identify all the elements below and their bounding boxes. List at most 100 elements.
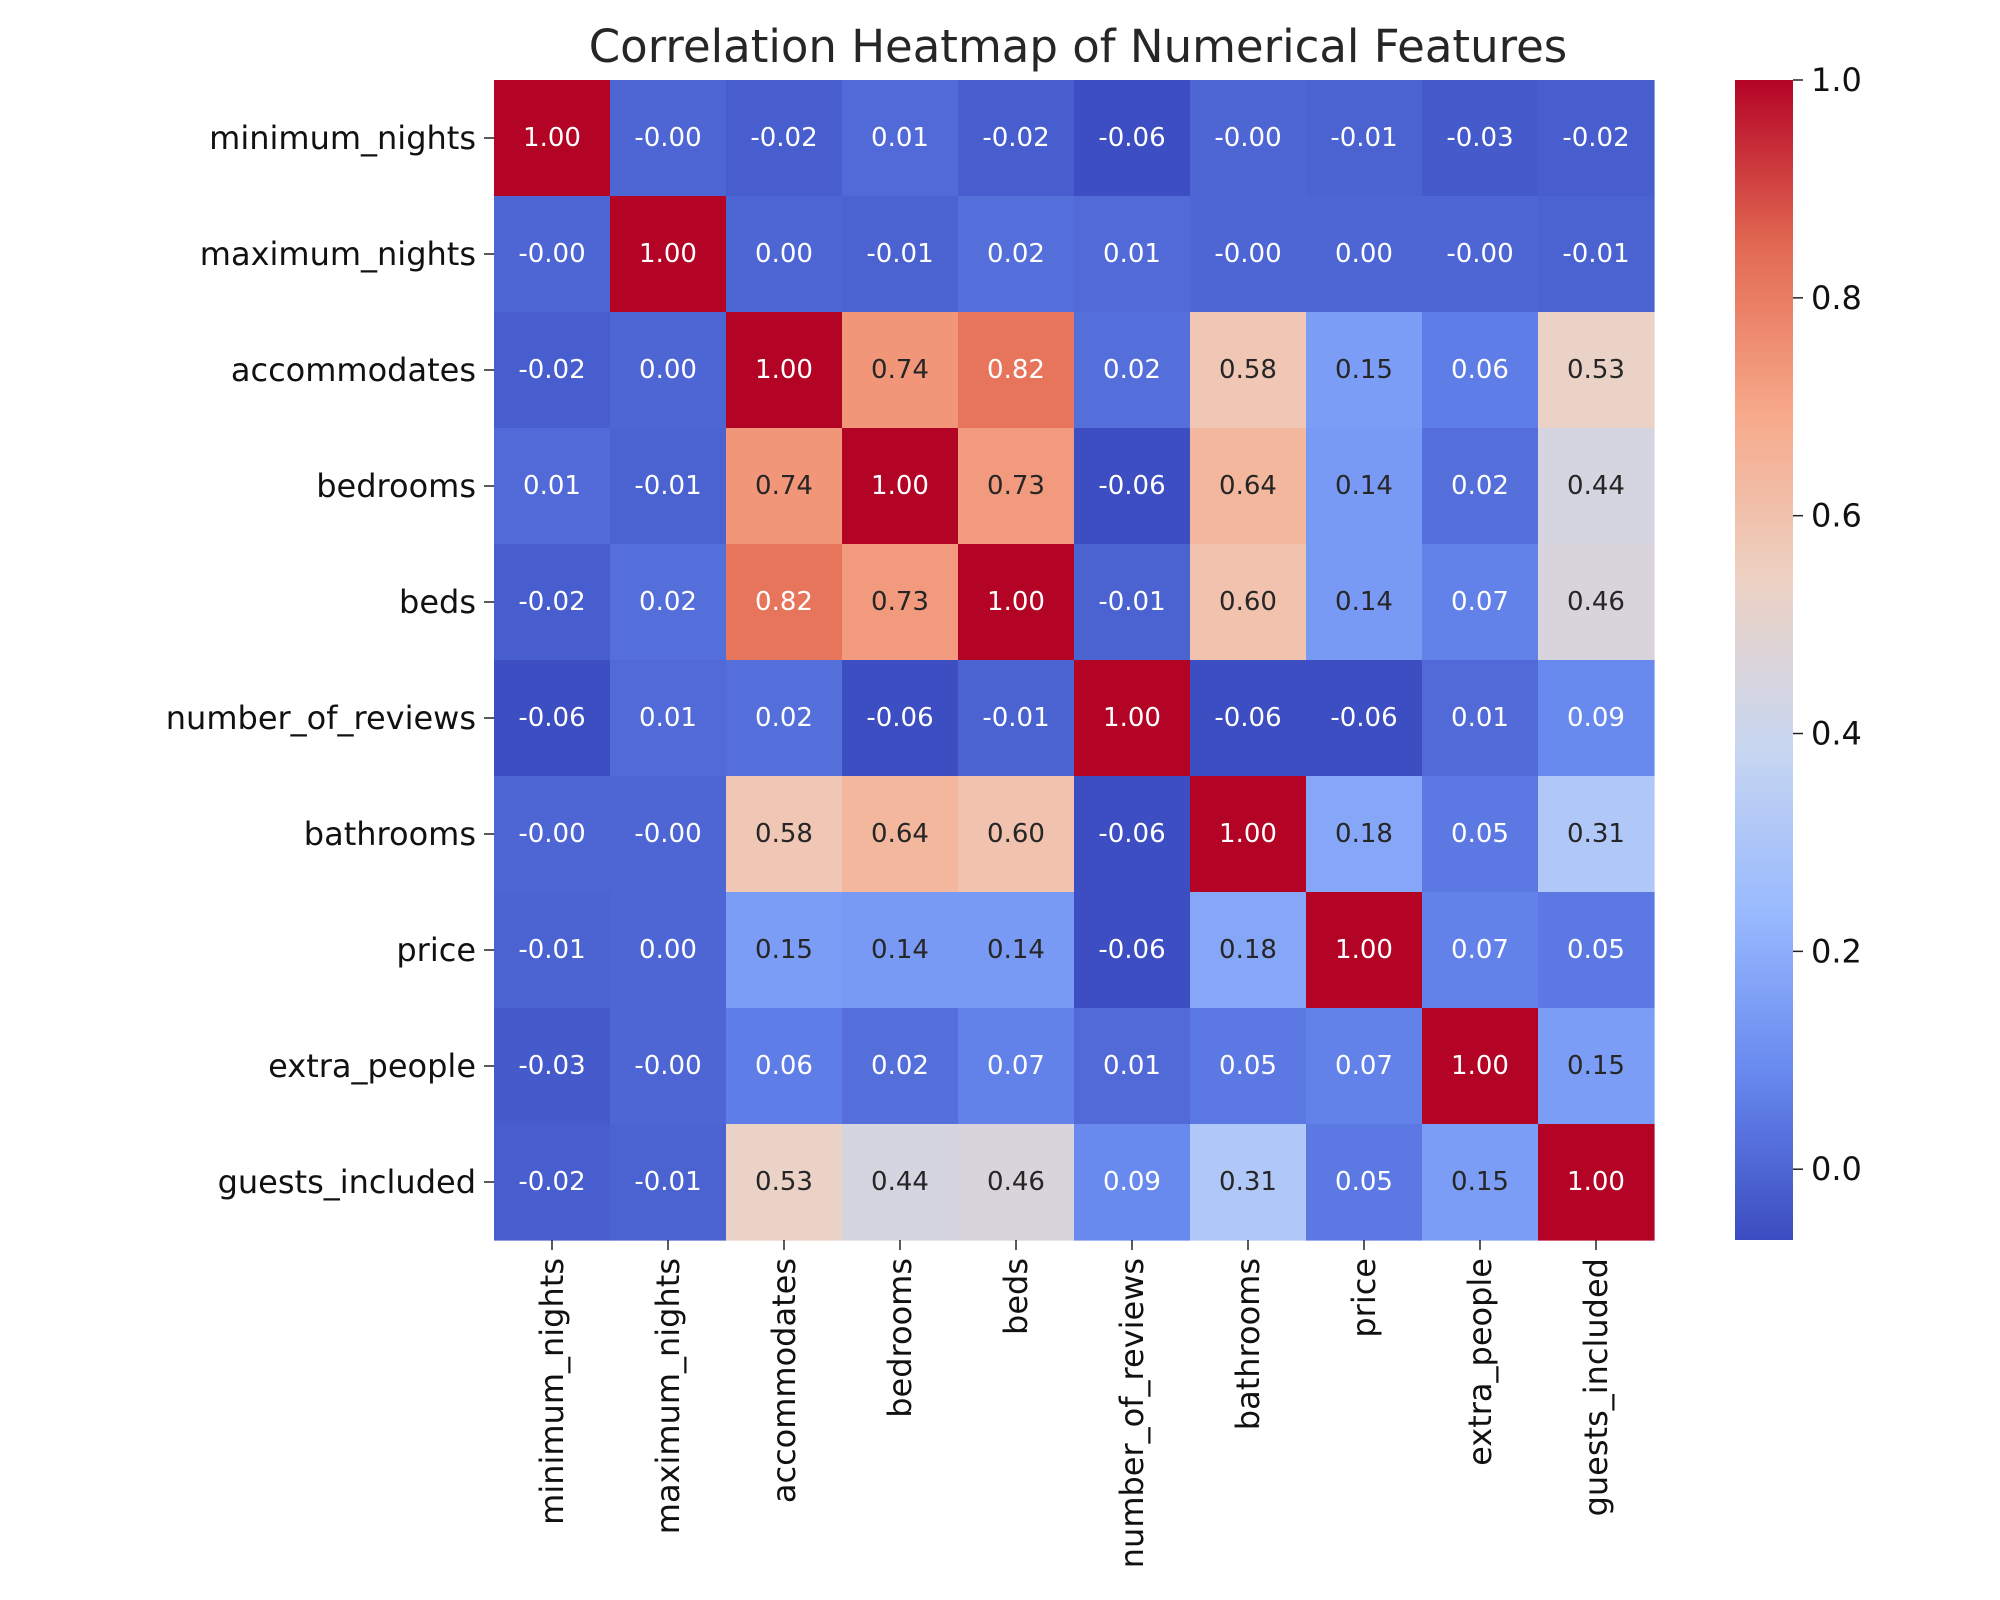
heatmap-cell	[1538, 1008, 1655, 1125]
heatmap-cell	[958, 892, 1075, 1009]
cell-value-label: 0.09	[1103, 1167, 1161, 1197]
heatmap-cell	[1538, 776, 1655, 893]
heatmap-cell	[1190, 428, 1307, 545]
cell-value-label: -0.06	[1098, 123, 1165, 153]
cell-value-label: 0.02	[1451, 471, 1509, 501]
heatmap-cell	[842, 312, 959, 429]
x-tick-label: bathrooms	[1229, 1258, 1267, 1430]
heatmap-cell	[1538, 312, 1655, 429]
colorbar: 0.0 0.2 0.4 0.6 0.8 1.0	[1735, 61, 1862, 1240]
cell-value-label: 0.14	[1335, 587, 1393, 617]
cell-value-label: -0.01	[1330, 123, 1397, 153]
cell-value-label: 0.14	[987, 935, 1045, 965]
heatmap-cell	[1190, 1008, 1307, 1125]
cell-value-label: 0.00	[755, 239, 813, 269]
cell-value-label: 0.18	[1219, 935, 1277, 965]
cell-value-label: -0.01	[1562, 239, 1629, 269]
cell-value-label: 0.31	[1567, 819, 1625, 849]
cell-value-label: -0.00	[634, 123, 701, 153]
heatmap-cell	[1538, 1124, 1655, 1241]
heatmap-cell	[1306, 428, 1423, 545]
heatmap-cell	[1306, 660, 1423, 777]
heatmap-cell	[958, 196, 1075, 313]
cell-value-label: 0.73	[871, 587, 929, 617]
colorbar-tick-label: 0.2	[1811, 932, 1862, 970]
cell-value-label: -0.06	[866, 703, 933, 733]
cell-value-label: -0.00	[518, 819, 585, 849]
cell-value-label: 0.15	[1451, 1167, 1509, 1197]
cell-value-label: 0.44	[871, 1167, 929, 1197]
heatmap-cell	[1422, 428, 1539, 545]
heatmap-cell	[1190, 1124, 1307, 1241]
cell-value-label: -0.06	[1214, 703, 1281, 733]
cell-value-label: 0.14	[871, 935, 929, 965]
heatmap-cell	[1306, 1124, 1423, 1241]
heatmap-cell	[1306, 776, 1423, 893]
x-tick-label: maximum_nights	[649, 1258, 687, 1534]
heatmap-cell	[1422, 80, 1539, 197]
heatmap-cell	[1422, 544, 1539, 661]
cell-value-label: 0.06	[1451, 355, 1509, 385]
cell-value-label: -0.02	[982, 123, 1049, 153]
heatmap-cell	[958, 776, 1075, 893]
cell-value-label: 0.05	[1335, 1167, 1393, 1197]
heatmap-cell	[1422, 660, 1539, 777]
heatmap-cell	[1306, 1008, 1423, 1125]
heatmap-cell	[610, 80, 727, 197]
cell-value-label: 1.00	[1219, 819, 1277, 849]
heatmap-cell	[494, 660, 611, 777]
heatmap-cell	[1422, 196, 1539, 313]
heatmap-cell	[958, 80, 1075, 197]
heatmap-cell	[1190, 312, 1307, 429]
cell-value-label: 0.07	[1451, 587, 1509, 617]
heatmap-cell	[1306, 312, 1423, 429]
cell-value-label: -0.06	[1098, 471, 1165, 501]
heatmap-cell	[726, 1124, 843, 1241]
heatmap-cell	[842, 196, 959, 313]
heatmap-cell	[726, 196, 843, 313]
heatmap-cell	[494, 312, 611, 429]
colorbar-tick-label: 0.4	[1811, 715, 1862, 753]
heatmap-cell	[1190, 892, 1307, 1009]
y-tick-label: bedrooms	[316, 467, 476, 505]
heatmap-cell	[842, 892, 959, 1009]
cell-value-label: 0.64	[871, 819, 929, 849]
heatmap-cell	[958, 1124, 1075, 1241]
cell-value-label: 0.00	[1335, 239, 1393, 269]
cell-value-label: 0.02	[987, 239, 1045, 269]
cell-value-label: 0.31	[1219, 1167, 1277, 1197]
cell-value-label: 0.07	[987, 1051, 1045, 1081]
cell-value-label: -0.00	[634, 1051, 701, 1081]
cell-value-label: -0.00	[634, 819, 701, 849]
heatmap-cell	[842, 80, 959, 197]
cell-value-label: 0.18	[1335, 819, 1393, 849]
cell-value-label: 0.07	[1451, 935, 1509, 965]
heatmap-cell	[842, 1124, 959, 1241]
heatmap-cell	[610, 1124, 727, 1241]
cell-value-label: 1.00	[1335, 935, 1393, 965]
heatmap-cell	[726, 660, 843, 777]
heatmap-cell	[726, 80, 843, 197]
heatmap-cell	[842, 428, 959, 545]
cell-value-label: 0.00	[639, 935, 697, 965]
x-tick-label: beds	[997, 1258, 1035, 1335]
cell-value-label: 0.58	[1219, 355, 1277, 385]
heatmap-cell	[1190, 660, 1307, 777]
heatmap-cell	[1190, 196, 1307, 313]
cell-value-label: 0.02	[871, 1051, 929, 1081]
x-tick-label: price	[1345, 1258, 1383, 1338]
cell-value-label: -0.00	[1446, 239, 1513, 269]
heatmap-cell	[958, 660, 1075, 777]
cell-value-label: 1.00	[987, 587, 1045, 617]
heatmap-cell	[1538, 892, 1655, 1009]
cell-value-label: 0.02	[1103, 355, 1161, 385]
cell-value-label: 0.09	[1567, 703, 1625, 733]
cell-value-label: 0.60	[1219, 587, 1277, 617]
heatmap-cell	[494, 428, 611, 545]
heatmap-cell	[610, 892, 727, 1009]
cell-value-label: -0.01	[634, 1167, 701, 1197]
cell-value-label: 0.82	[755, 587, 813, 617]
cell-value-label: 0.07	[1335, 1051, 1393, 1081]
colorbar-tick-label: 0.6	[1811, 497, 1862, 535]
cell-value-label: -0.01	[866, 239, 933, 269]
